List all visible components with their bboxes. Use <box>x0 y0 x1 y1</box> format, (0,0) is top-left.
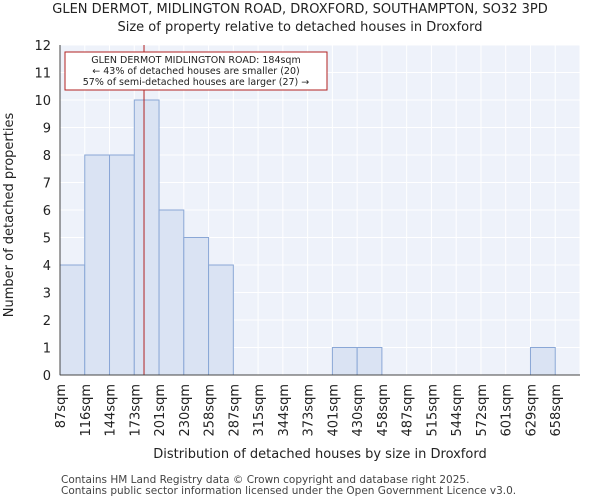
x-tick-label: 430sqm <box>351 384 366 437</box>
x-tick-label: 315sqm <box>252 384 267 437</box>
x-tick-label: 201sqm <box>153 384 168 437</box>
footer-copyright: Contains HM Land Registry data © Crown c… <box>61 474 470 486</box>
chart-title: GLEN DERMOT, MIDLINGTON ROAD, DROXFORD, … <box>52 2 548 17</box>
y-tick-label: 0 <box>43 369 51 384</box>
bar-87sqm <box>59 264 86 376</box>
annotation-line: ← 43% of detached houses are smaller (20… <box>92 66 299 77</box>
bars <box>59 99 556 376</box>
x-tick-label: 572sqm <box>475 384 490 437</box>
x-tick-label: 458sqm <box>376 384 391 437</box>
annotation-box-frame <box>64 51 328 91</box>
bar-230sqm <box>183 237 210 376</box>
annotation-line: GLEN DERMOT MIDLINGTON ROAD: 184sqm <box>91 55 300 66</box>
footer-licence: Contains public sector information licen… <box>61 485 517 497</box>
axes <box>59 45 580 376</box>
y-axis-label: Number of detached properties <box>2 113 17 318</box>
x-tick-label: 287sqm <box>227 384 242 437</box>
x-axis-label: Distribution of detached houses by size … <box>153 447 486 462</box>
x-tick-label: 258sqm <box>203 384 218 437</box>
x-tick-label: 515sqm <box>425 384 440 437</box>
bar-116sqm <box>84 154 111 376</box>
bar-201sqm <box>158 209 185 376</box>
x-tick-label: 116sqm <box>79 384 94 437</box>
bar-258sqm <box>208 264 234 376</box>
y-tick-label: 7 <box>43 177 51 192</box>
y-tick-label: 4 <box>43 259 51 274</box>
y-tick-label: 9 <box>43 122 51 137</box>
y-tick-label: 1 <box>43 342 51 357</box>
y-tick-label: 5 <box>43 232 51 247</box>
y-tick-label: 2 <box>43 314 51 329</box>
x-axis-ticks: 87sqm 116sqm 144sqm 173sqm 201sqm 230sqm 258sq… <box>54 384 564 437</box>
x-tick-label: 344sqm <box>277 384 292 437</box>
y-tick-label: 8 <box>43 149 51 164</box>
x-tick-label: 487sqm <box>401 384 416 437</box>
x-tick-label: 87sqm <box>54 384 69 428</box>
x-tick-label: 629sqm <box>524 384 539 437</box>
x-tick-label: 601sqm <box>500 384 515 437</box>
y-tick-label: 10 <box>34 94 51 109</box>
x-tick-label: 173sqm <box>128 384 143 437</box>
x-tick-label: 544sqm <box>450 384 465 437</box>
annotation-line: 57% of semi-detached houses are larger (… <box>83 77 310 88</box>
bar-401sqm <box>331 347 358 376</box>
bar-144sqm <box>109 154 135 376</box>
bar-430sqm <box>356 347 383 376</box>
x-tick-label: 401sqm <box>326 384 341 437</box>
bar-173sqm <box>133 99 160 376</box>
annotation-box: GLEN DERMOT MIDLINGTON ROAD: 184sqm← 43%… <box>64 51 328 91</box>
y-tick-label: 3 <box>43 287 51 302</box>
y-tick-label: 6 <box>43 204 51 219</box>
x-tick-label: 230sqm <box>178 384 193 437</box>
x-tick-label: 658sqm <box>549 384 564 437</box>
chart-subtitle: Size of property relative to detached ho… <box>117 20 483 35</box>
y-tick-label: 11 <box>34 67 51 82</box>
bar-629sqm <box>529 347 556 376</box>
y-tick-label: 12 <box>34 39 51 54</box>
x-tick-label: 373sqm <box>302 384 317 437</box>
x-tick-label: 144sqm <box>104 384 119 437</box>
